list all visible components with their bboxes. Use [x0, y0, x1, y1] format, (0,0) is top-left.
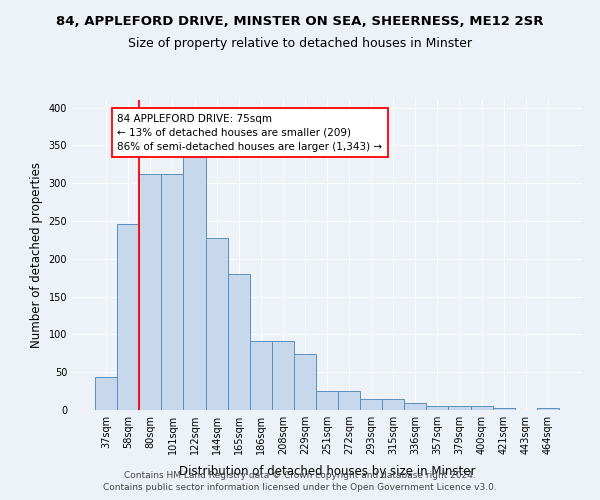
Bar [493, 408, 515, 410]
Bar [250, 341, 272, 410]
Bar [272, 341, 294, 410]
Bar [470, 406, 493, 410]
Bar [448, 406, 470, 410]
Bar [404, 403, 427, 410]
X-axis label: Distribution of detached houses by size in Minster: Distribution of detached houses by size … [179, 466, 475, 478]
Bar [95, 376, 117, 410]
Y-axis label: Number of detached properties: Number of detached properties [30, 162, 43, 348]
Bar [382, 398, 404, 410]
Text: Contains HM Land Registry data © Crown copyright and database right 2024.
Contai: Contains HM Land Registry data © Crown c… [103, 471, 497, 492]
Text: 84 APPLEFORD DRIVE: 75sqm
← 13% of detached houses are smaller (209)
86% of semi: 84 APPLEFORD DRIVE: 75sqm ← 13% of detac… [117, 114, 382, 152]
Bar [161, 174, 184, 410]
Bar [316, 391, 338, 410]
Bar [117, 224, 139, 410]
Bar [139, 174, 161, 410]
Bar [360, 398, 382, 410]
Bar [206, 238, 227, 410]
Bar [427, 406, 448, 410]
Text: Size of property relative to detached houses in Minster: Size of property relative to detached ho… [128, 38, 472, 51]
Bar [338, 391, 360, 410]
Text: 84, APPLEFORD DRIVE, MINSTER ON SEA, SHEERNESS, ME12 2SR: 84, APPLEFORD DRIVE, MINSTER ON SEA, SHE… [56, 15, 544, 28]
Bar [227, 274, 250, 410]
Bar [537, 408, 559, 410]
Bar [294, 354, 316, 410]
Bar [184, 156, 206, 410]
